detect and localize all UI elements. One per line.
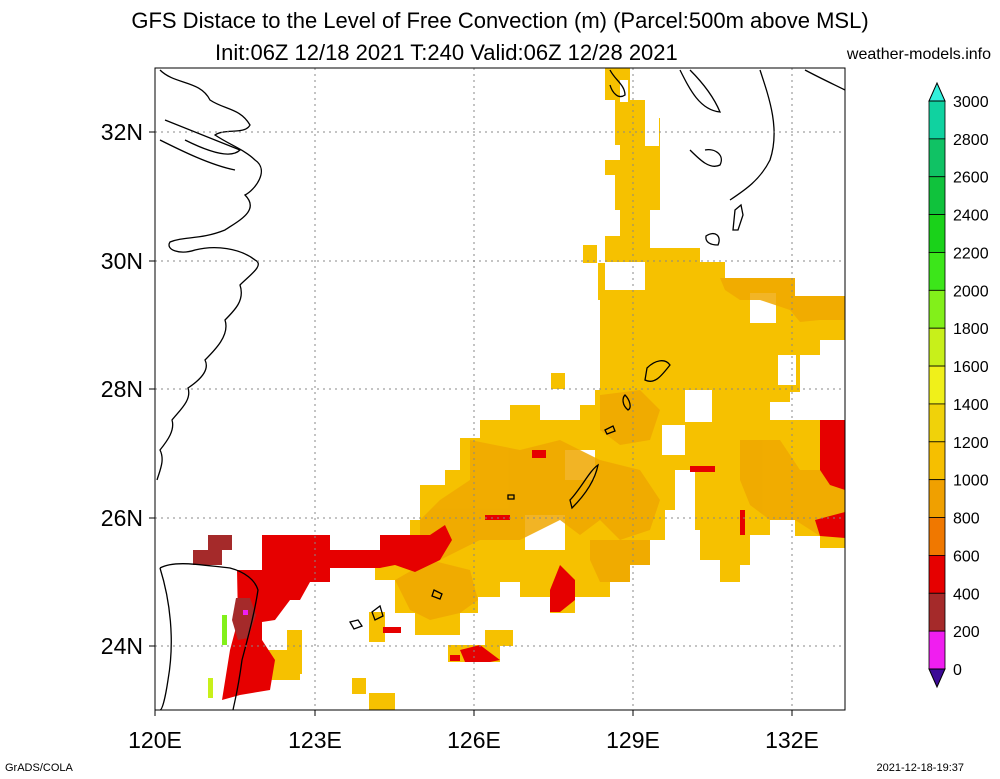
colorbar-segment bbox=[928, 252, 946, 291]
colorbar-label: 2800 bbox=[953, 132, 989, 149]
lat-tick-labels: 32N 30N 28N 26N 24N bbox=[101, 119, 143, 659]
colorbar-bottom-arrow bbox=[928, 668, 946, 689]
colorbar-label: 2000 bbox=[953, 283, 989, 300]
colorbar-label: 800 bbox=[953, 511, 980, 528]
colorbar-segment bbox=[928, 441, 946, 481]
coastlines bbox=[156, 69, 845, 710]
lon-tick-label: 120E bbox=[128, 727, 182, 753]
gridlines bbox=[155, 68, 845, 710]
field-lightgreen bbox=[208, 678, 213, 698]
colorbar bbox=[928, 81, 946, 689]
colorbar-segment bbox=[928, 555, 946, 594]
colorbar-top-arrow bbox=[928, 81, 946, 102]
colorbar-label: 200 bbox=[953, 624, 980, 641]
site-credit: weather-models.info bbox=[846, 46, 991, 63]
colorbar-label: 2200 bbox=[953, 245, 989, 262]
colorbar-segment bbox=[928, 517, 946, 556]
lat-tick-label: 26N bbox=[101, 505, 143, 531]
lon-tick-label: 123E bbox=[288, 727, 342, 753]
colorbar-label: 1000 bbox=[953, 473, 989, 490]
colorbar-segment bbox=[928, 176, 946, 216]
colorbar-segment bbox=[928, 365, 946, 405]
colorbar-segment bbox=[928, 138, 946, 178]
lon-tick-label: 126E bbox=[447, 727, 501, 753]
lon-tick-label: 129E bbox=[606, 727, 660, 753]
colorbar-labels: 3000280026002400220020001800160014001200… bbox=[953, 94, 989, 679]
colorbar-segment bbox=[928, 289, 946, 329]
lon-tick-label: 132E bbox=[765, 727, 819, 753]
footer-software: GrADS/COLA bbox=[5, 762, 73, 774]
lon-tick-labels: 120E 123E 126E 129E 132E bbox=[128, 727, 819, 753]
field-magenta bbox=[243, 610, 248, 615]
map-subtitle: Init:06Z 12/18 2021 T:240 Valid:06Z 12/2… bbox=[215, 40, 678, 65]
colorbar-segment bbox=[928, 479, 946, 518]
colorbar-label: 0 bbox=[953, 662, 962, 679]
colorbar-segment bbox=[928, 592, 946, 632]
convection-field bbox=[156, 68, 845, 710]
colorbar-label: 1200 bbox=[953, 435, 989, 452]
colorbar-label: 2400 bbox=[953, 208, 989, 225]
colorbar-label: 2600 bbox=[953, 170, 989, 187]
colorbar-label: 1800 bbox=[953, 321, 989, 338]
colorbar-segment bbox=[928, 403, 946, 443]
colorbar-segment bbox=[928, 630, 946, 670]
lat-tick-label: 28N bbox=[101, 376, 143, 402]
lat-tick-label: 30N bbox=[101, 248, 143, 274]
field-green bbox=[222, 615, 227, 645]
colorbar-segment bbox=[928, 214, 946, 253]
map-title: GFS Distace to the Level of Free Convect… bbox=[131, 8, 869, 33]
lat-tick-label: 24N bbox=[101, 633, 143, 659]
colorbar-label: 600 bbox=[953, 548, 980, 565]
footer-timestamp: 2021-12-18-19:37 bbox=[876, 762, 964, 774]
lat-tick-label: 32N bbox=[101, 119, 143, 145]
colorbar-label: 3000 bbox=[953, 94, 989, 111]
colorbar-label: 1400 bbox=[953, 397, 989, 414]
colorbar-segment bbox=[928, 327, 946, 367]
colorbar-label: 400 bbox=[953, 586, 980, 603]
colorbar-label: 1600 bbox=[953, 359, 989, 376]
colorbar-segment bbox=[928, 100, 946, 140]
tick-marks bbox=[149, 131, 793, 716]
